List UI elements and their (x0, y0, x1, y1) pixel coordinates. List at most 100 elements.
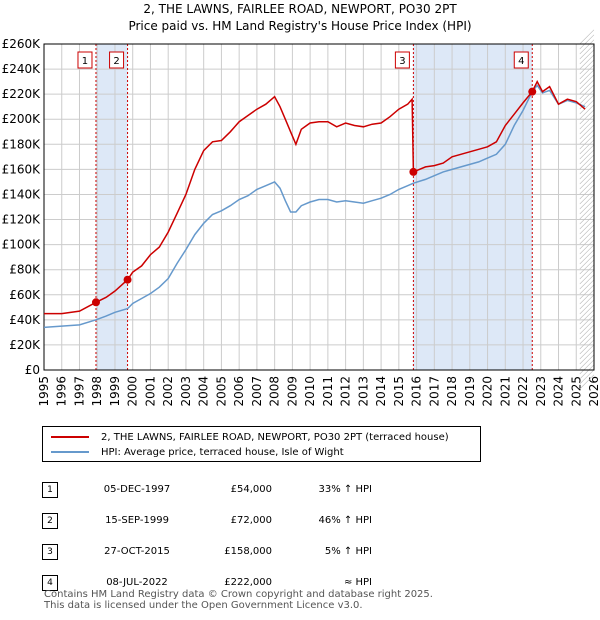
forecast-hatch (579, 119, 595, 135)
hpi-line (43, 84, 586, 329)
forecast-hatch (579, 29, 595, 45)
y-tick-label: £220K (2, 87, 42, 101)
x-tick-label: 1998 (90, 376, 104, 407)
x-tick-label: 2008 (268, 376, 282, 407)
forecast-hatch (579, 294, 595, 310)
legend-item-hpi: HPI: Average price, terraced house, Isle… (51, 445, 344, 459)
transaction-hpi: 33% ↑ HPI (318, 484, 372, 495)
y-tick-label: £40K (9, 313, 41, 327)
forecast-hatch (579, 144, 595, 160)
forecast-hatch (579, 324, 595, 340)
marker-label: 2 (113, 56, 119, 67)
y-tick-label: £80K (9, 263, 41, 277)
transaction-marker: 1 (42, 481, 58, 498)
shaded-period (413, 44, 533, 370)
forecast-hatch (579, 174, 595, 190)
legend-item-price: 2, THE LAWNS, FAIRLEE ROAD, NEWPORT, PO3… (51, 430, 449, 444)
footer-copyright: Contains HM Land Registry data © Crown c… (44, 589, 433, 600)
forecast-hatch (579, 89, 595, 105)
forecast-hatch (579, 74, 595, 90)
x-tick-label: 2000 (126, 376, 140, 407)
y-tick-label: £260K (2, 37, 42, 51)
y-tick-label: £60K (9, 288, 41, 302)
forecast-hatch (579, 44, 595, 60)
table-row: 4 08-JUL-2022 £222,000 ≈ HPI (42, 567, 372, 598)
price-chart: £0 £20K £40K £60K £80K £100K £120K £140K £160K £1… (2, 29, 600, 407)
marker-box (513, 51, 529, 69)
x-tick-label: 2013 (356, 376, 370, 407)
forecast-hatch (579, 54, 595, 70)
forecast-hatch (579, 354, 595, 370)
forecast-hatch (579, 194, 595, 210)
table-row: 3 27-OCT-2015 £158,000 5% ↑ HPI (42, 536, 372, 567)
forecast-hatch (579, 34, 595, 50)
y-tick-label: £20K (9, 338, 41, 352)
x-tick-label: 1999 (108, 376, 122, 407)
x-tick-label: 2019 (463, 376, 477, 407)
forecast-hatch (579, 199, 595, 215)
table-row: 1 05-DEC-1997 £54,000 33% ↑ HPI (42, 474, 372, 505)
forecast-hatch (579, 369, 595, 385)
legend-label-price: 2, THE LAWNS, FAIRLEE ROAD, NEWPORT, PO3… (101, 431, 449, 443)
marker-label: 4 (518, 56, 524, 67)
y-tick-label: £140K (2, 187, 42, 201)
forecast-hatch (579, 164, 595, 180)
forecast-hatch (579, 79, 595, 95)
forecast-hatch (579, 289, 595, 305)
y-tick-label: £0 (25, 363, 40, 377)
x-tick-label: 2023 (534, 376, 548, 407)
x-tick-label: 1996 (55, 376, 69, 407)
marker-box (77, 51, 93, 69)
transaction-date: 15-SEP-1999 (105, 515, 169, 526)
forecast-hatch (579, 129, 595, 145)
marker-label: 3 (399, 56, 405, 67)
transactions-table: 1 05-DEC-1997 £54,000 33% ↑ HPI 2 15-SEP… (42, 474, 372, 598)
forecast-hatch (579, 349, 595, 365)
forecast-hatch (579, 49, 595, 65)
legend: 2, THE LAWNS, FAIRLEE ROAD, NEWPORT, PO3… (42, 426, 481, 462)
x-tick-label: 2010 (303, 376, 317, 407)
x-tick-label: 2001 (143, 376, 157, 407)
x-tick-label: 2015 (392, 376, 406, 407)
sale-point (409, 167, 418, 176)
y-tick-label: £200K (2, 112, 42, 126)
transaction-marker: 2 (42, 512, 58, 529)
x-tick-label: 2018 (445, 376, 459, 407)
forecast-hatch (579, 239, 595, 255)
x-tick-label: 2017 (427, 376, 441, 407)
x-tick-label: 2004 (197, 376, 211, 407)
y-tick-label: £100K (2, 238, 42, 252)
x-tick-label: 2024 (552, 376, 566, 407)
forecast-hatch (579, 259, 595, 275)
forecast-hatch (579, 299, 595, 315)
forecast-hatch (579, 139, 595, 155)
marker-label: 1 (82, 56, 88, 67)
x-tick-label: 2014 (374, 376, 388, 407)
forecast-hatch (579, 269, 595, 285)
x-tick-label: 2011 (321, 376, 335, 407)
x-tick-label: 2007 (250, 376, 264, 407)
forecast-hatch (579, 99, 595, 115)
forecast-hatch (579, 334, 595, 350)
forecast-hatch (579, 304, 595, 320)
transaction-date: 08-JUL-2022 (106, 577, 168, 588)
forecast-hatch (579, 184, 595, 200)
x-tick-label: 2012 (339, 376, 353, 407)
transaction-marker: 3 (42, 543, 58, 560)
forecast-hatch (579, 69, 595, 85)
legend-swatch-price (51, 436, 89, 438)
forecast-hatch (579, 234, 595, 250)
transaction-date: 27-OCT-2015 (104, 546, 170, 557)
price-paid-line (44, 79, 586, 315)
forecast-hatch (579, 64, 595, 80)
transaction-marker: 4 (42, 574, 58, 591)
marker-box (394, 51, 410, 69)
transaction-price: £54,000 (230, 484, 272, 495)
forecast-hatch (579, 109, 595, 125)
legend-label-hpi: HPI: Average price, terraced house, Isle… (101, 446, 344, 458)
footer: Contains HM Land Registry data © Crown c… (44, 589, 433, 611)
plot-frame (43, 43, 595, 371)
forecast-hatch (579, 339, 595, 355)
forecast-hatch (579, 319, 595, 335)
x-tick-label: 2026 (587, 376, 600, 407)
